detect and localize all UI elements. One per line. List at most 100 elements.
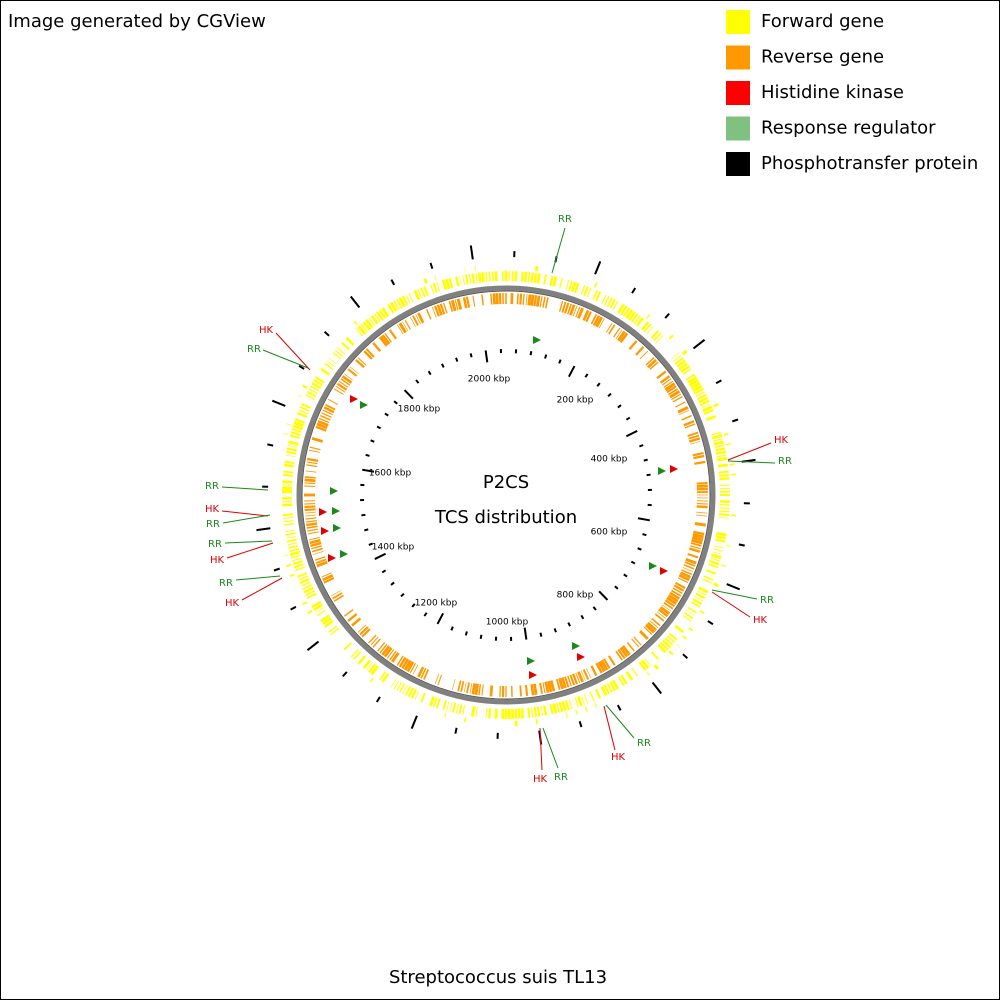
tcs-marker — [321, 527, 329, 535]
reverse-gene — [561, 301, 567, 313]
forward-gene — [561, 700, 567, 712]
reverse-gene — [598, 318, 605, 329]
forward-gene — [543, 274, 547, 285]
forward-gene — [646, 313, 651, 319]
reverse-gene — [592, 315, 601, 327]
forward-gene — [305, 394, 315, 400]
reverse-gene — [694, 521, 706, 527]
forward-gene — [381, 307, 390, 318]
forward-gene — [612, 300, 619, 310]
forward-gene — [714, 444, 725, 449]
reverse-gene — [595, 316, 604, 328]
reverse-gene — [317, 419, 329, 427]
forward-gene — [291, 428, 302, 433]
forward-gene — [543, 705, 548, 716]
reverse-gene — [372, 638, 381, 648]
forward-gene — [284, 529, 295, 533]
reverse-gene — [463, 681, 467, 693]
reverse-gene — [681, 414, 693, 421]
callout-line — [235, 575, 281, 581]
reverse-gene — [656, 370, 667, 380]
inner-tick — [427, 370, 432, 376]
reverse-gene — [401, 658, 410, 670]
forward-gene — [668, 650, 674, 656]
forward-gene — [398, 297, 406, 308]
reverse-gene — [606, 322, 613, 333]
forward-gene — [315, 607, 325, 614]
reverse-gene — [678, 574, 690, 582]
forward-gene — [288, 440, 299, 446]
forward-gene — [549, 275, 554, 286]
reverse-gene — [673, 584, 685, 592]
reverse-gene — [685, 558, 697, 565]
forward-gene — [417, 288, 423, 299]
position-label: 800 kbp — [557, 591, 594, 601]
forward-gene — [609, 681, 617, 692]
forward-gene — [350, 649, 359, 658]
reverse-gene — [530, 294, 535, 306]
reverse-gene — [519, 685, 522, 697]
forward-gene — [709, 560, 720, 566]
forward-gene — [533, 272, 538, 284]
gene-tracks — [282, 265, 737, 726]
forward-gene — [407, 687, 415, 698]
reverse-gene — [695, 514, 707, 517]
reverse-gene — [396, 655, 404, 666]
forward-gene — [586, 287, 592, 298]
reverse-gene — [669, 390, 681, 399]
reverse-gene — [304, 505, 316, 509]
forward-gene — [662, 639, 672, 649]
header-title: Image generated by CGView — [8, 11, 266, 32]
reverse-gene — [533, 683, 538, 695]
reverse-gene — [693, 530, 705, 536]
legend-swatch — [726, 45, 750, 70]
reverse-gene — [330, 590, 341, 597]
reverse-gene — [645, 357, 655, 366]
inner-tick — [415, 379, 420, 384]
forward-gene — [552, 703, 558, 714]
forward-gene — [305, 590, 315, 596]
reverse-gene — [462, 297, 468, 309]
reverse-gene — [572, 305, 578, 317]
inner-tick — [436, 612, 445, 625]
forward-gene — [530, 707, 534, 718]
position-label: 400 kbp — [591, 455, 628, 465]
reverse-gene — [688, 437, 701, 443]
forward-gene — [606, 297, 613, 307]
inner-tick — [400, 592, 405, 598]
forward-gene — [475, 272, 478, 284]
forward-gene — [442, 700, 447, 711]
forward-gene — [289, 550, 301, 556]
forward-gene — [336, 347, 346, 355]
forward-gene — [666, 635, 676, 643]
callout-line — [241, 577, 283, 601]
forward-gene — [715, 450, 727, 455]
forward-gene — [534, 265, 539, 272]
inner-tick — [362, 468, 375, 473]
forward-gene — [576, 695, 583, 707]
forward-gene — [282, 480, 293, 484]
forward-gene — [527, 272, 531, 283]
outer-tick — [375, 696, 381, 703]
forward-gene — [435, 698, 441, 709]
forward-gene — [690, 381, 701, 390]
forward-gene — [717, 463, 729, 468]
forward-gene — [353, 320, 358, 326]
forward-gene — [719, 510, 730, 513]
forward-gene — [322, 617, 332, 626]
forward-gene — [713, 403, 719, 408]
reverse-gene — [417, 312, 425, 324]
forward-gene — [570, 281, 577, 292]
callout-label: RR — [778, 456, 792, 467]
inner-tick — [450, 626, 454, 631]
reverse-gene — [651, 617, 661, 627]
forward-gene — [696, 393, 707, 401]
reverse-gene — [542, 296, 546, 308]
reverse-gene — [567, 675, 572, 687]
forward-gene — [713, 545, 724, 549]
forward-gene — [609, 298, 616, 309]
forward-gene — [617, 676, 625, 686]
outer-tick — [732, 418, 739, 423]
outer-tick — [594, 260, 602, 275]
forward-gene — [328, 357, 337, 365]
